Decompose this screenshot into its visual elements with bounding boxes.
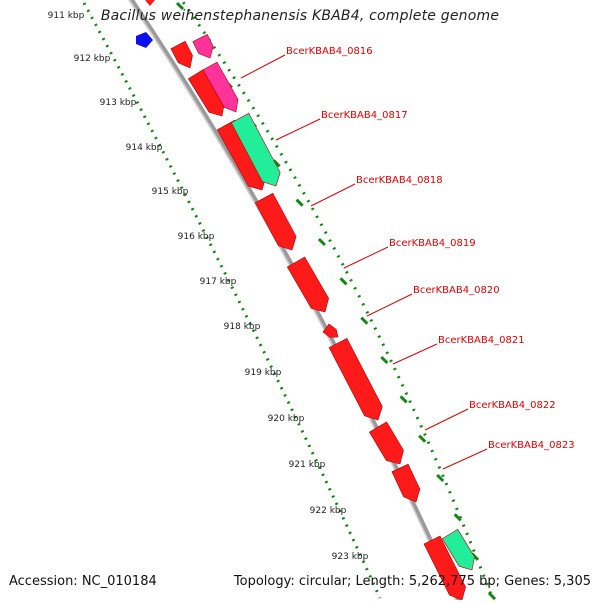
outer-scale-line xyxy=(179,0,497,604)
scale-label: 915 kbp xyxy=(152,187,189,197)
scale-label: 922 kbp xyxy=(310,506,347,516)
gene-arrow-0821 xyxy=(328,337,383,421)
rna-arrow-1 xyxy=(230,112,281,187)
outer-scale-tick xyxy=(339,277,348,286)
gene-arrow-0820 xyxy=(286,256,329,313)
top-cds-fragment xyxy=(145,0,155,6)
gene-arrow-0818 xyxy=(216,119,267,191)
genome-backbone xyxy=(128,0,463,604)
gene-arrow-bottom xyxy=(423,535,466,601)
outer-scale-tick xyxy=(317,237,326,247)
inner-scale-line xyxy=(82,2,382,599)
gene-label: BcerKBAB4_0823 xyxy=(488,440,575,451)
outer-scale-tick xyxy=(360,316,369,325)
gene-arrow-0823 xyxy=(391,463,421,503)
trna-arrow-2 xyxy=(202,61,239,113)
gene-arrow-0817 xyxy=(187,68,225,117)
rna-arrow-2 xyxy=(441,528,475,571)
outer-scale-tick xyxy=(295,198,304,207)
scale-label: 913 kbp xyxy=(100,98,137,108)
gene-callout-line xyxy=(442,448,488,470)
gene-label: BcerKBAB4_0817 xyxy=(321,110,408,121)
gene-callout-line xyxy=(275,118,321,141)
scale-label: 911 kbp xyxy=(48,11,85,21)
outer-scale-tick xyxy=(487,591,497,601)
gene-label: BcerKBAB4_0818 xyxy=(356,175,443,186)
gene-callout-line xyxy=(343,246,389,269)
scale-label: 920 kbp xyxy=(268,414,305,424)
outer-scale-tick xyxy=(418,434,427,443)
genome-backbone-highlight xyxy=(128,0,459,604)
gene-callout-line xyxy=(310,183,356,207)
gene-label: BcerKBAB4_0816 xyxy=(286,46,373,57)
scale-label: 917 kbp xyxy=(200,277,237,287)
gene-arrow-0819 xyxy=(254,192,297,251)
scale-label: 919 kbp xyxy=(245,368,282,378)
outer-scale-tick xyxy=(380,355,389,365)
topology-label: Topology: circular; Length: 5,262,775 bp… xyxy=(233,574,591,589)
outer-scale-tick xyxy=(436,473,445,483)
gene-callout-line xyxy=(240,54,286,79)
genome-title: Bacillus weihenstephanensis KBAB4, compl… xyxy=(100,8,500,24)
gene-callout-line xyxy=(366,293,413,317)
scale-label: 916 kbp xyxy=(178,232,215,242)
trna-arrow-1 xyxy=(192,33,214,59)
scale-label: 923 kbp xyxy=(332,552,369,562)
gene-arrow-0822 xyxy=(368,421,404,465)
gene-label: BcerKBAB4_0822 xyxy=(469,400,556,411)
scale-label: 912 kbp xyxy=(74,54,111,64)
gene-callout-line xyxy=(424,408,469,431)
gene-label: BcerKBAB4_0820 xyxy=(413,285,500,296)
gene-label: BcerKBAB4_0821 xyxy=(438,335,525,346)
blue-feature xyxy=(136,32,153,48)
gene-arrow-0816 xyxy=(170,40,193,69)
gene-label: BcerKBAB4_0819 xyxy=(389,238,476,249)
scale-label: 918 kbp xyxy=(224,322,261,332)
scale-label: 921 kbp xyxy=(289,460,326,470)
accession-label: Accession: NC_010184 xyxy=(9,574,157,589)
outer-scale-tick xyxy=(453,513,462,522)
outer-scale-tick xyxy=(175,1,185,11)
outer-scale-tick xyxy=(399,395,408,404)
gene-arrow-small xyxy=(322,323,339,338)
gene-callout-line xyxy=(392,343,438,365)
scale-label: 914 kbp xyxy=(126,143,163,153)
